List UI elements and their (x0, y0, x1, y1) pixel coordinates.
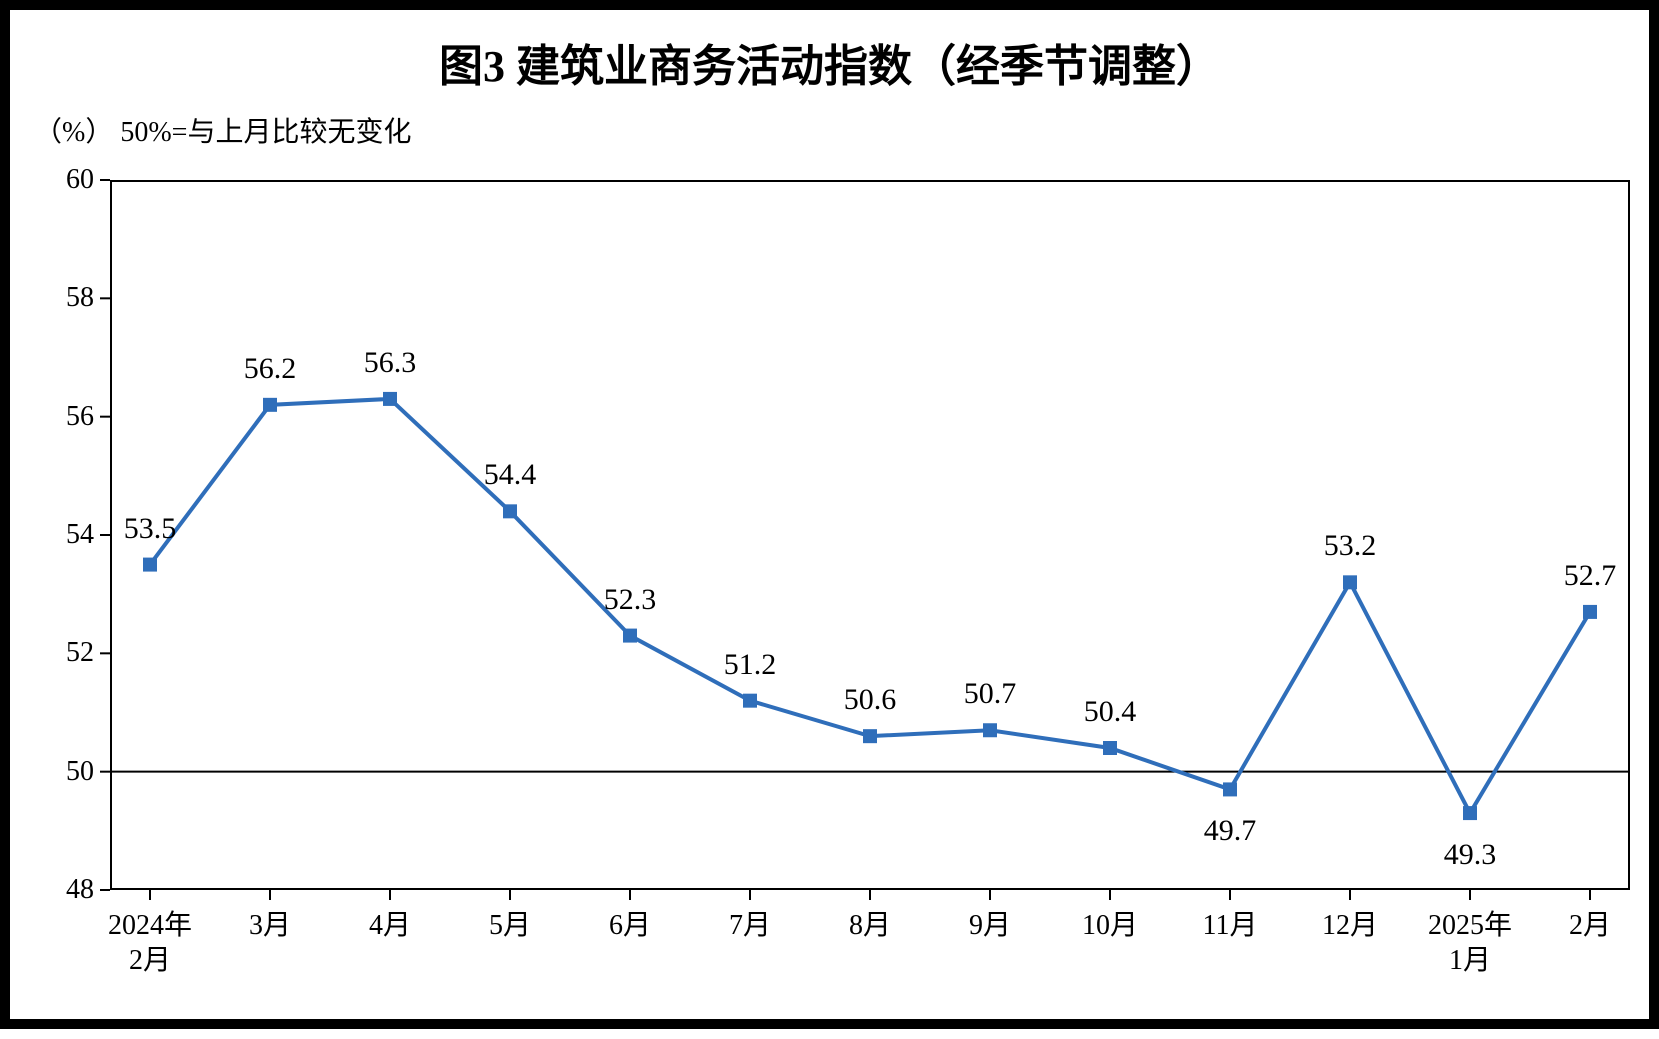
data-label: 50.7 (964, 677, 1017, 711)
x-tick-label: 2025年 1月 (1410, 908, 1530, 978)
y-tick-label: 56 (66, 401, 94, 433)
x-tick-label: 2月 (1530, 908, 1650, 943)
data-label: 51.2 (724, 648, 777, 682)
x-tick-label: 11月 (1170, 908, 1290, 943)
y-tick-label: 60 (66, 164, 94, 196)
data-label: 56.3 (364, 346, 417, 380)
x-tick-label: 5月 (450, 908, 570, 943)
y-tick-label: 58 (66, 282, 94, 314)
data-label: 52.3 (604, 583, 657, 617)
data-label: 49.7 (1204, 814, 1257, 848)
x-tick-label: 3月 (210, 908, 330, 943)
chart-frame: 图3 建筑业商务活动指数（经季节调整） （%） 50%=与上月比较无变化 485… (0, 0, 1659, 1029)
data-label: 52.7 (1564, 559, 1617, 593)
y-tick-label: 52 (66, 637, 94, 669)
data-label: 49.3 (1444, 838, 1497, 872)
data-label: 54.4 (484, 458, 537, 492)
plot-container: 485052545658602024年 2月3月4月5月6月7月8月9月10月1… (10, 10, 1659, 1039)
data-label: 53.2 (1324, 529, 1377, 563)
x-tick-label: 12月 (1290, 908, 1410, 943)
x-tick-label: 8月 (810, 908, 930, 943)
x-tick-label: 10月 (1050, 908, 1170, 943)
data-label: 53.5 (124, 512, 177, 546)
data-label: 50.6 (844, 683, 897, 717)
x-tick-label: 7月 (690, 908, 810, 943)
data-label: 50.4 (1084, 695, 1137, 729)
x-tick-label: 6月 (570, 908, 690, 943)
y-tick-label: 48 (66, 874, 94, 906)
x-tick-label: 4月 (330, 908, 450, 943)
x-tick-label: 2024年 2月 (90, 908, 210, 978)
y-tick-label: 54 (66, 519, 94, 551)
x-tick-label: 9月 (930, 908, 1050, 943)
y-tick-label: 50 (66, 756, 94, 788)
data-label: 56.2 (244, 352, 297, 386)
chart-svg (10, 10, 1659, 1039)
